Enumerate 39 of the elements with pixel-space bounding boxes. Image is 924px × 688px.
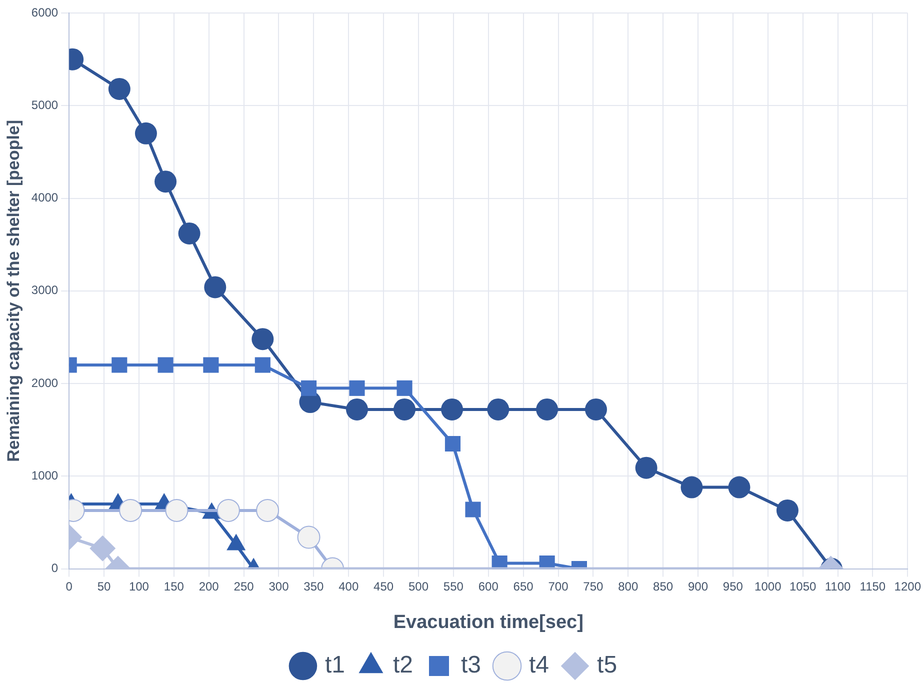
x-tick-label: 550 xyxy=(443,579,464,594)
x-tick-label: 450 xyxy=(374,579,394,594)
x-tick-label: 950 xyxy=(722,579,744,594)
x-tick-label: 350 xyxy=(304,579,324,594)
legend-label: t1 xyxy=(324,652,345,679)
x-tick-label: 50 xyxy=(97,579,112,594)
x-tick-label: 300 xyxy=(268,579,290,594)
x-tick-label: 1200 xyxy=(894,579,922,594)
y-tick-label: 5000 xyxy=(31,98,58,112)
x-tick-label: 900 xyxy=(688,579,708,594)
x-tick-label: 750 xyxy=(583,579,604,594)
legend-label: t2 xyxy=(392,652,413,679)
x-tick-label: 700 xyxy=(548,579,569,594)
legend-label: t3 xyxy=(460,652,482,679)
legend-label: t5 xyxy=(597,652,618,679)
y-tick-label: 0 xyxy=(51,561,58,576)
y-tick-label: 1000 xyxy=(31,468,58,482)
x-tick-label: 400 xyxy=(338,579,359,594)
x-tick-label: 1100 xyxy=(824,579,851,594)
x-tick-label: 1050 xyxy=(789,579,817,594)
x-tick-label: 200 xyxy=(198,579,220,594)
x-axis-title: Evacuation time[sec] xyxy=(393,612,584,633)
x-tick-label: 150 xyxy=(164,579,184,594)
x-tick-label: 0 xyxy=(66,579,73,594)
x-tick-label: 500 xyxy=(408,579,429,594)
y-axis-title: Remaining capacity of the shelter [people] xyxy=(4,120,23,462)
y-tick-label: 6000 xyxy=(31,5,58,20)
x-tick-label: 650 xyxy=(513,579,534,594)
x-tick-label: 1000 xyxy=(754,579,782,594)
x-tick-label: 800 xyxy=(618,579,638,594)
x-tick-label: 600 xyxy=(478,579,499,594)
x-tick-label: 850 xyxy=(653,579,674,594)
y-tick-label: 4000 xyxy=(31,190,58,205)
y-tick-label: 3000 xyxy=(31,283,58,298)
x-tick-label: 1150 xyxy=(860,579,886,594)
legend-label: t4 xyxy=(529,652,550,679)
x-tick-label: 100 xyxy=(128,579,150,594)
x-tick-label: 250 xyxy=(234,579,254,594)
y-tick-label: 2000 xyxy=(31,376,58,390)
